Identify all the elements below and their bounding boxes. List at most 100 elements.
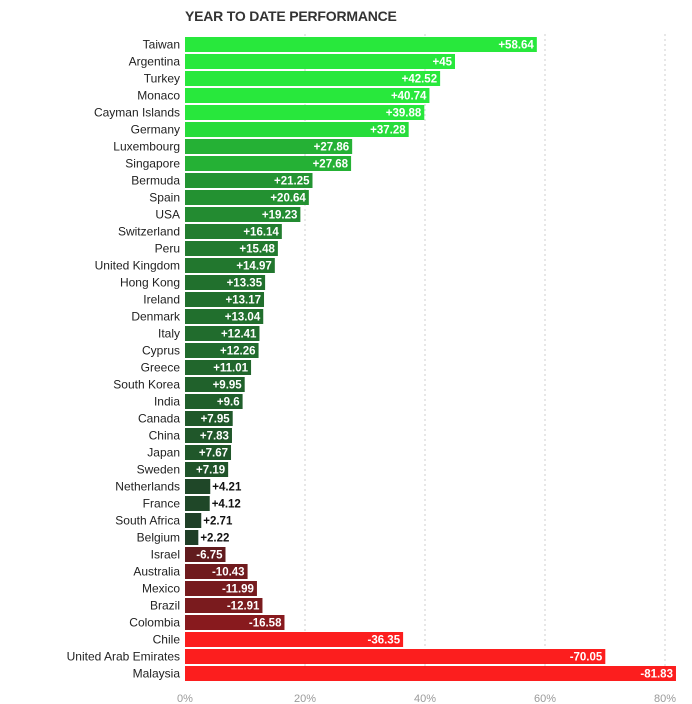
bar: [185, 411, 233, 426]
chart-title: YEAR TO DATE PERFORMANCE: [185, 8, 397, 24]
data-label: +14.97: [236, 261, 272, 273]
bar: [185, 360, 252, 375]
category-label: South Africa: [115, 514, 180, 528]
data-label: +58.64: [498, 40, 534, 52]
category-label: Chile: [153, 633, 181, 647]
data-label: -36.35: [367, 635, 400, 647]
bar: [185, 122, 409, 137]
data-label: +12.41: [221, 329, 257, 341]
bar: [185, 37, 537, 52]
category-label: China: [149, 429, 181, 443]
category-label: Singapore: [125, 157, 180, 171]
data-label: +21.25: [274, 176, 310, 188]
bar: [185, 190, 309, 205]
category-label: Peru: [155, 242, 180, 256]
category-label: Denmark: [131, 310, 181, 324]
data-label: -10.43: [212, 567, 245, 579]
bar: [185, 598, 263, 613]
x-tick-label: 60%: [534, 693, 556, 704]
data-label: -81.83: [640, 669, 673, 681]
bar: [185, 581, 257, 596]
x-tick-label: 40%: [414, 693, 436, 704]
data-label: +9.6: [217, 397, 240, 409]
category-label: Netherlands: [115, 480, 180, 494]
category-label: Monaco: [137, 89, 180, 103]
data-label: +13.17: [226, 295, 262, 307]
bar: [185, 377, 245, 392]
bar: [185, 428, 232, 443]
category-label: Argentina: [129, 55, 181, 69]
category-label: Sweden: [137, 463, 180, 477]
bar: [185, 275, 266, 290]
x-tick-label: 80%: [654, 693, 676, 704]
bar: [185, 71, 441, 86]
bar: [185, 649, 606, 664]
data-label: -11.99: [222, 584, 254, 596]
category-label: Israel: [151, 548, 180, 562]
data-label: +15.48: [239, 244, 275, 256]
data-label: -6.75: [196, 550, 223, 562]
data-label: +20.64: [270, 193, 306, 205]
bar: [185, 496, 210, 511]
bar: [185, 615, 285, 630]
category-label: United Arab Emirates: [67, 650, 180, 664]
bar: [185, 479, 211, 494]
category-label: France: [143, 497, 181, 511]
data-label: +37.28: [370, 125, 406, 137]
category-label: Bermuda: [131, 174, 180, 188]
category-label: Spain: [149, 191, 180, 205]
bar: [185, 88, 430, 103]
data-label: -70.05: [570, 652, 603, 664]
category-label: Malaysia: [133, 667, 181, 681]
category-label: Taiwan: [143, 38, 180, 52]
bar: [185, 173, 313, 188]
data-label: +42.52: [402, 74, 438, 86]
data-label: +40.74: [391, 91, 427, 103]
bar: [185, 530, 199, 545]
category-label: Ireland: [143, 293, 180, 307]
data-label: +39.88: [386, 108, 422, 120]
bar: [185, 139, 353, 154]
category-label: South Korea: [113, 378, 180, 392]
bar: [185, 513, 202, 528]
bar: [185, 666, 676, 681]
bar: [185, 156, 352, 171]
bar: [185, 462, 229, 477]
data-label: +4.12: [212, 499, 241, 511]
data-label: +19.23: [262, 210, 298, 222]
bar: [185, 394, 243, 409]
category-label: Germany: [131, 123, 180, 137]
category-label: Brazil: [150, 599, 180, 613]
category-label: Greece: [141, 361, 181, 375]
data-label: +27.68: [313, 159, 349, 171]
category-label: Luxembourg: [113, 140, 180, 154]
category-label: Hong Kong: [120, 276, 180, 290]
category-label: Canada: [138, 412, 180, 426]
bar: [185, 632, 404, 647]
bar: [185, 105, 425, 120]
category-label: Cayman Islands: [94, 106, 180, 120]
bar: [185, 224, 282, 239]
category-label: Belgium: [137, 531, 180, 545]
data-label: -12.91: [227, 601, 260, 613]
bar: [185, 445, 232, 460]
category-label: Mexico: [142, 582, 180, 596]
data-label: +11.01: [213, 363, 248, 375]
bar: [185, 241, 278, 256]
data-label: +7.83: [200, 431, 229, 443]
data-label: +13.35: [227, 278, 263, 290]
bar: [185, 292, 265, 307]
bar: [185, 258, 275, 273]
data-label: +12.26: [220, 346, 256, 358]
bar: [185, 343, 259, 358]
data-label: +13.04: [225, 312, 261, 324]
category-label: Cyprus: [142, 344, 180, 358]
data-label: +2.71: [203, 516, 233, 528]
data-label: +7.95: [201, 414, 231, 426]
data-label: -16.58: [249, 618, 282, 630]
bar: [185, 547, 226, 562]
bar: [185, 309, 264, 324]
category-label: Switzerland: [118, 225, 180, 239]
category-label: Colombia: [129, 616, 180, 630]
